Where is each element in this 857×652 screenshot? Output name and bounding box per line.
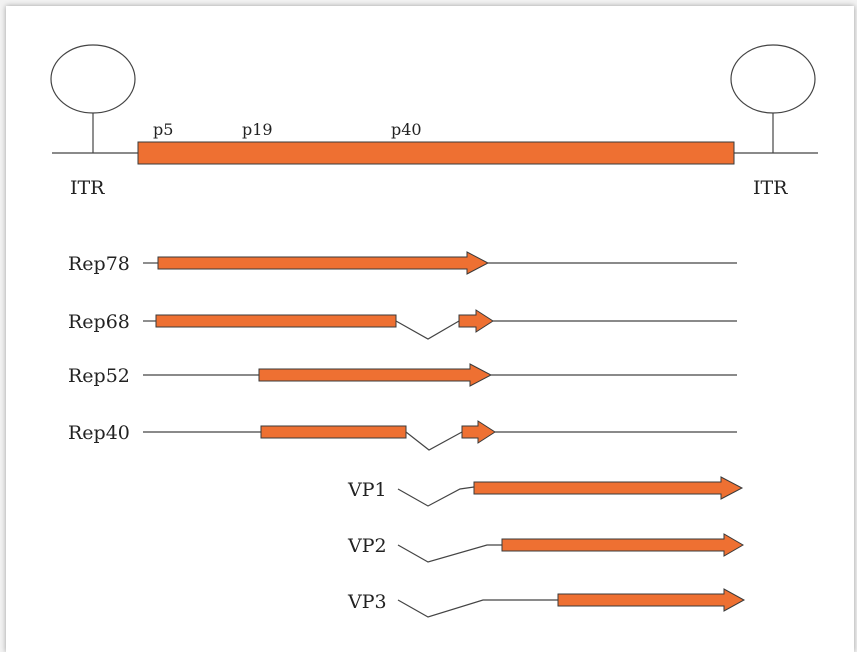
promoter-p40-label: p40 xyxy=(391,120,422,139)
rep68-exon-bar xyxy=(155,314,397,328)
rep40-arrow xyxy=(461,420,496,444)
promoter-p5-label: p5 xyxy=(153,120,173,139)
rep40-transcript: Rep40 xyxy=(68,420,737,451)
genome-orf-block xyxy=(137,141,735,165)
rep78-label: Rep78 xyxy=(68,253,130,275)
vp1-transcript: VP1 xyxy=(347,476,744,507)
vp1-arrow xyxy=(473,476,744,500)
rep78-arrow xyxy=(157,251,490,275)
rep52-label: Rep52 xyxy=(68,365,130,387)
rep78-transcript: Rep78 xyxy=(68,251,737,275)
promoter-p19-label: p19 xyxy=(242,120,273,139)
vp2-arrow xyxy=(501,533,744,557)
itr-right-label: ITR xyxy=(753,177,788,199)
rep68-transcript: Rep68 xyxy=(68,309,737,340)
vp3-transcript: VP3 xyxy=(347,588,746,618)
rep52-arrow xyxy=(258,363,493,387)
itr-right-hairpin xyxy=(730,44,816,153)
rep40-exon-bar xyxy=(260,425,407,439)
rep40-label: Rep40 xyxy=(68,422,130,444)
rep68-arrow xyxy=(458,309,494,333)
vp2-transcript: VP2 xyxy=(347,533,744,563)
rep52-transcript: Rep52 xyxy=(68,363,737,387)
vp3-arrow xyxy=(557,588,746,612)
vp1-label: VP1 xyxy=(347,479,387,501)
vp2-label: VP2 xyxy=(347,535,387,557)
itr-left-hairpin xyxy=(50,44,136,153)
rep68-label: Rep68 xyxy=(68,311,130,333)
itr-left-label: ITR xyxy=(70,177,105,199)
vp3-label: VP3 xyxy=(347,591,387,613)
